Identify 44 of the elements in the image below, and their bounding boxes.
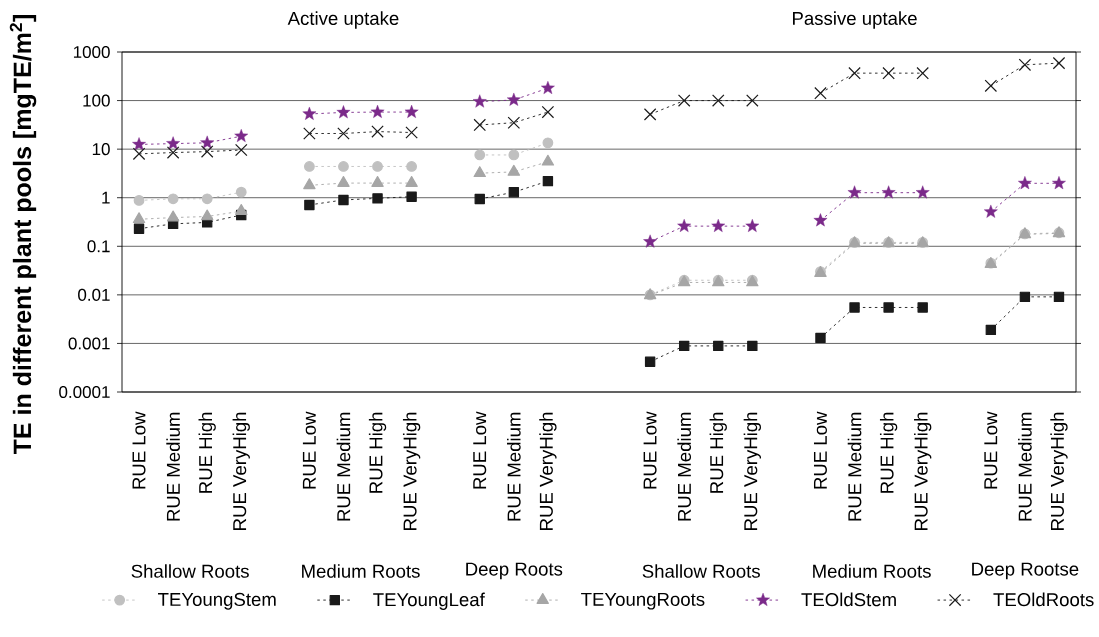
x-tick-label: RUE High bbox=[368, 412, 387, 493]
x-tick-label: RUE Medium bbox=[677, 412, 692, 521]
x-tick-label: RUE Medium bbox=[336, 412, 351, 521]
y-axis-title: TE in different plant pools [mgTE/m$^{2}$] bbox=[9, 15, 37, 455]
text: Active uptake bbox=[287, 11, 399, 29]
text: Deep Roots bbox=[466, 562, 563, 580]
x-tick-label: RUE VeryHigh bbox=[914, 412, 932, 530]
y-tick-label: 1 bbox=[102, 191, 110, 204]
y-tick-label: 0.1 bbox=[87, 240, 110, 253]
x-tick-label: RUE Medium bbox=[166, 412, 180, 521]
y-tick-label: 0.01 bbox=[78, 288, 110, 301]
x-tick-label: RUE Medium bbox=[507, 412, 521, 521]
legend-label: TEYoungRoots bbox=[581, 592, 705, 610]
x-tick-label: RUE Low bbox=[473, 411, 487, 489]
x-tick-label: RUE Medium bbox=[847, 412, 862, 521]
y-tick-label: 10 bbox=[92, 143, 110, 156]
x-tick-label: RUE High bbox=[709, 412, 727, 493]
x-tick-label: RUE High bbox=[198, 412, 216, 493]
x-tick-label: RUE VeryHigh bbox=[1050, 412, 1068, 530]
text: Shallow Roots bbox=[642, 564, 760, 578]
legend-label: TEOldStem bbox=[801, 592, 896, 607]
y-tick-label: 100 bbox=[83, 94, 110, 107]
x-tick-label: RUE High bbox=[879, 412, 898, 493]
x-tick-label: RUE Low bbox=[132, 411, 146, 489]
x-tick-label: RUE Low bbox=[643, 411, 657, 489]
text: Medium Roots bbox=[302, 564, 420, 578]
x-tick-label: RUE VeryHigh bbox=[232, 412, 250, 530]
y-tick-label: 0.001 bbox=[68, 337, 110, 350]
x-tick-label: RUE VeryHigh bbox=[539, 412, 557, 530]
text: Passive uptake bbox=[793, 11, 917, 29]
x-tick-label: RUE Low bbox=[984, 411, 998, 489]
text: Deep Rootse bbox=[972, 562, 1079, 580]
legend-label: TEYoungStem bbox=[158, 592, 276, 610]
x-tick-label: RUE Low bbox=[302, 411, 316, 489]
x-tick-label: RUE Low bbox=[813, 411, 827, 489]
x-tick-label: RUE VeryHigh bbox=[743, 412, 761, 530]
legend-label: TEYoungLeaf bbox=[373, 592, 485, 610]
x-tick-label: RUE Medium bbox=[1018, 412, 1032, 521]
text: Shallow Roots bbox=[131, 564, 249, 578]
text: Medium Roots bbox=[813, 564, 931, 578]
x-tick-label: RUE VeryHigh bbox=[402, 412, 421, 530]
y-tick-label: 1000 bbox=[73, 45, 110, 59]
legend-label: TEOldRoots bbox=[993, 592, 1094, 607]
y-tick-label: 0.0001 bbox=[59, 385, 110, 399]
